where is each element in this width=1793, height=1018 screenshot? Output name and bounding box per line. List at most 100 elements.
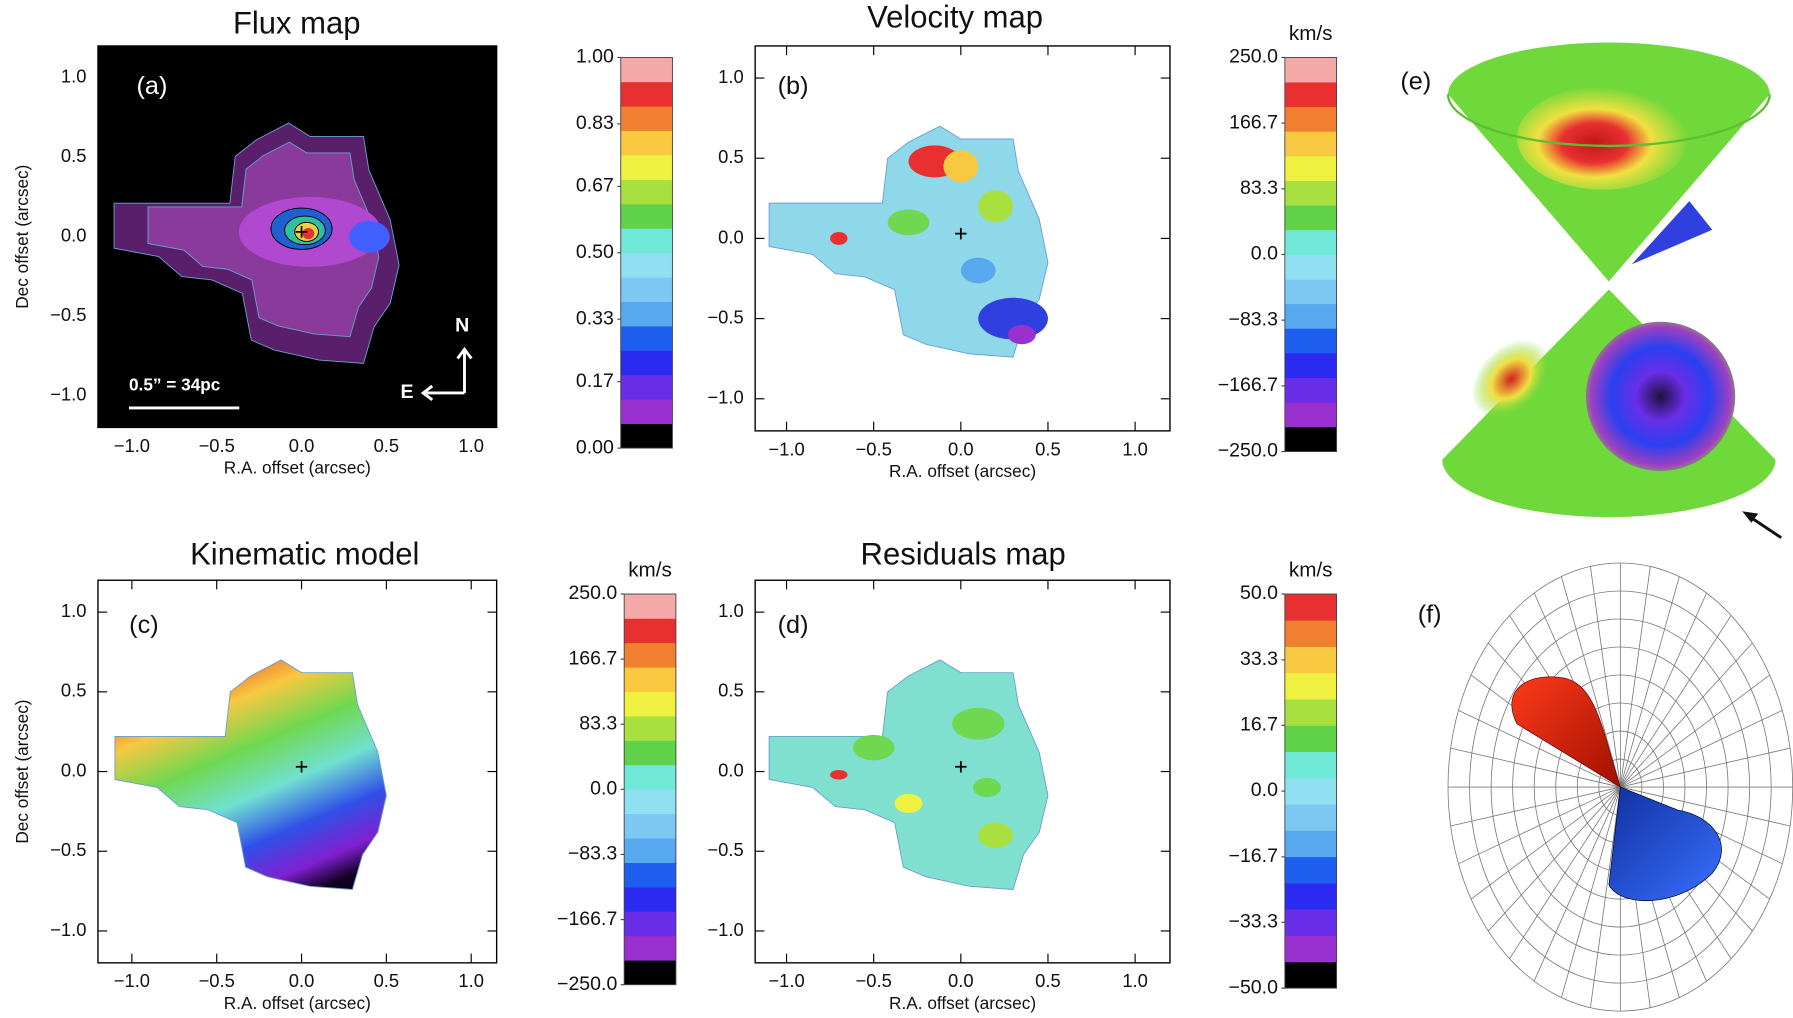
map-blob (302, 227, 315, 240)
chart-title: Residuals map (861, 536, 1066, 571)
x-tick-label: −1.0 (114, 970, 150, 991)
y-tick-label: −1.0 (50, 919, 86, 940)
compass-north: N (455, 314, 469, 336)
y-tick-label: 1.0 (61, 66, 87, 87)
map-blob (349, 220, 390, 253)
compass-east: E (401, 381, 414, 403)
colorbar-band (1284, 830, 1337, 858)
colorbar-tick-label: 16.7 (1240, 713, 1278, 735)
y-tick-label: 0.0 (718, 759, 744, 780)
x-tick-label: 0.5 (374, 970, 400, 991)
y-tick-label: −0.5 (707, 839, 743, 860)
wire-spoke (1458, 786, 1621, 865)
emission-region (114, 659, 387, 891)
x-tick-label: 1.0 (458, 435, 484, 456)
chart-title: Flux map (233, 5, 361, 40)
arrow-head (1742, 511, 1759, 523)
colorbar-band (624, 642, 676, 668)
colorbar-tick-label: 0.83 (576, 112, 614, 134)
colorbar-band (1284, 935, 1337, 963)
colorbar-tick-label: 33.3 (1240, 648, 1278, 670)
colorbar-tick-label: 0.17 (576, 370, 614, 392)
colorbar-tick-label: 0.0 (590, 778, 617, 800)
panel-label: (e) (1400, 67, 1431, 95)
colorbar-band (624, 813, 676, 839)
wire-spoke (1458, 710, 1621, 788)
colorbar-band (624, 716, 676, 741)
x-tick-label: 0.5 (374, 435, 400, 456)
colorbar-band (1284, 205, 1337, 231)
colorbar-band (624, 911, 676, 937)
colorbar-band (620, 155, 673, 180)
colorbar-tick-label: −166.7 (1218, 374, 1278, 396)
map-blob (960, 257, 996, 284)
wire-spoke (1620, 786, 1791, 827)
colorbar-band (1284, 353, 1337, 379)
panel-label: (d) (778, 611, 809, 639)
cone-shade (1471, 339, 1551, 419)
y-tick-label: 0.5 (718, 146, 744, 167)
colorbar-band (620, 301, 673, 327)
x-tick-label: 0.0 (289, 970, 315, 991)
colorbar-band (1284, 856, 1337, 884)
colorbar-unit: km/s (628, 559, 672, 582)
wire-spoke (1488, 786, 1621, 932)
y-tick-label: 1.0 (718, 600, 744, 621)
colorbar-band (1284, 131, 1337, 157)
colorbar-band (620, 374, 673, 400)
colorbar-band (1284, 426, 1337, 452)
wire-spoke (1619, 566, 1651, 788)
y-tick-label: 0.5 (61, 145, 87, 166)
y-tick-label: 1.0 (718, 66, 744, 87)
emission-region (768, 659, 1049, 891)
colorbar-band (620, 252, 673, 278)
map-blob (852, 734, 895, 761)
colorbar-band (1284, 909, 1337, 936)
y-tick-label: −0.5 (50, 839, 86, 860)
map-blob (973, 777, 1001, 798)
panel-label: (b) (778, 72, 809, 100)
wire-spoke (1470, 786, 1621, 900)
colorbar-tick-label: −250.0 (1218, 440, 1278, 462)
colorbar-band (1284, 751, 1337, 779)
colorbar-band (620, 57, 673, 83)
x-tick-label: −1.0 (768, 438, 804, 459)
map-blob (943, 150, 979, 183)
x-tick-label: 0.0 (289, 435, 315, 456)
compass (420, 346, 473, 401)
cone-shade (1631, 201, 1713, 265)
colorbar-band (1284, 883, 1337, 910)
x-tick-label: 1.0 (1122, 970, 1148, 991)
y-tick-label: −1.0 (50, 383, 86, 404)
map-blob (978, 190, 1014, 223)
colorbar-tick-label: 0.0 (1251, 779, 1278, 801)
wire-spoke (1509, 786, 1621, 959)
wire-spoke (1590, 787, 1621, 1008)
colorbar-band (1284, 328, 1337, 354)
y-tick-label: 0.0 (61, 759, 87, 780)
cone-shade (1585, 321, 1736, 472)
map-content (768, 659, 1049, 891)
wire-spoke (1619, 592, 1707, 788)
blue-cone (1608, 786, 1722, 901)
x-axis-label: R.A. offset (arcsec) (889, 461, 1036, 481)
map-content (114, 659, 387, 891)
y-tick-label: −1.0 (707, 919, 743, 940)
colorbar-band (1284, 699, 1337, 726)
colorbar-band (624, 862, 676, 888)
colorbar-band (1284, 961, 1337, 989)
colorbar-band (620, 350, 673, 376)
colorbar-band (624, 667, 676, 693)
colorbar-band (1284, 254, 1337, 280)
x-axis-label: R.A. offset (arcsec) (224, 993, 371, 1013)
wire-spoke (1561, 786, 1621, 998)
wire-spoke (1619, 576, 1680, 788)
y-tick-label: 0.0 (718, 226, 744, 247)
colorbar-band (620, 399, 673, 425)
colorbar-tick-label: −50.0 (1229, 976, 1279, 998)
red-cone (1511, 676, 1621, 788)
colorbar-tick-label: −33.3 (1229, 910, 1278, 932)
map-blob (830, 231, 848, 245)
colorbar-band (620, 277, 673, 302)
